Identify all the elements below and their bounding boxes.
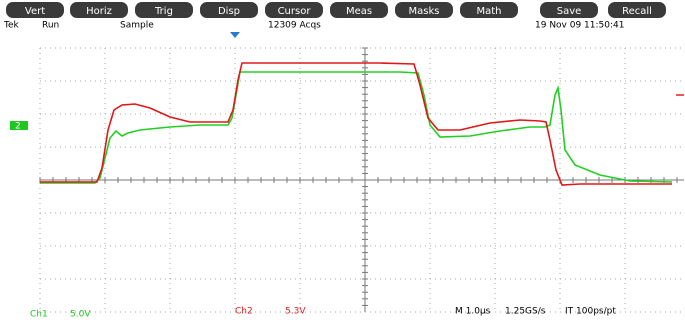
menu-button[interactable] [265,2,323,18]
menu-button[interactable] [6,2,64,18]
trigger-position [230,32,240,38]
ch2-marker-label: 2 [15,122,21,132]
menu-button-label[interactable]: Math [476,6,501,17]
ch1-trace [40,62,672,186]
menu-button[interactable] [330,2,388,18]
menu-button[interactable] [540,2,598,18]
menu-button[interactable] [135,2,193,18]
resolution: IT 100ps/pt [565,307,616,317]
menu-button-label[interactable]: Masks [409,6,440,17]
menu-button-label[interactable]: Meas [346,6,372,17]
ch2-marker [10,121,28,130]
ch1-scale: 5.0V [70,310,91,320]
menu-button[interactable] [70,2,128,18]
date-time: 19 Nov 09 11:50:41 [535,21,624,31]
acq-count: 12309 Acqs [268,21,321,31]
menu-button-label[interactable]: Trig [154,6,173,17]
ch2-label: Ch2 [235,307,253,317]
menu-button-label[interactable]: Disp [218,6,240,17]
menu-button-label[interactable]: Cursor [278,6,312,17]
menu-button-label[interactable]: Recall [622,6,652,17]
ch2-scale: 5.3V [285,307,306,317]
ch1-label: Ch1 [30,310,48,320]
brand: Tek [3,21,20,31]
sample-rate: 1.25GS/s [505,307,546,317]
menu-button-label[interactable]: Horiz [86,6,112,17]
menu-button[interactable] [395,2,453,18]
graticule [39,47,684,313]
ch2-trace [40,71,673,184]
menu-button[interactable] [200,2,258,18]
menu-button-label[interactable]: Vert [25,6,45,17]
menu-button[interactable] [460,2,518,18]
timebase: M 1.0µs [455,307,491,317]
menu-button-label[interactable]: Save [557,6,582,17]
run-state: Run [42,21,59,31]
acq-mode: Sample [120,21,154,31]
menu-bar: Vert Horiz Trig Disp Cursor Meas Masks Math Save… [6,2,666,18]
menu-button[interactable] [608,2,666,18]
